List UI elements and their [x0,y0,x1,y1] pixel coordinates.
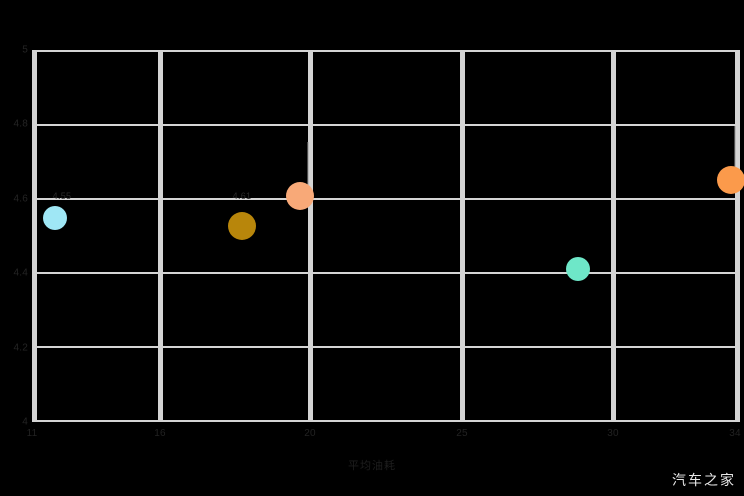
watermark: 汽车之家 [672,473,736,489]
y-tick-label: 4.4 [13,267,28,279]
gridline-vertical [32,50,37,422]
data-point-5[interactable] [717,166,744,194]
data-point-label: 4.55 [52,191,72,201]
gridline-vertical [611,50,616,422]
y-tick-label: 5 [22,44,28,56]
y-axis-ticks: 5 4.8 4.6 4.4 4.2 4 [0,45,28,428]
y-tick-label: 4.2 [13,342,28,354]
gridline-vertical [735,50,740,422]
x-tick-label: 20 [304,428,316,439]
data-point-4[interactable] [566,257,590,281]
gridline-vertical [308,50,313,422]
x-tick-label: 16 [154,428,166,439]
data-point-3[interactable] [286,182,314,210]
point-needle [307,142,309,198]
gridline-horizontal [32,50,740,52]
x-tick-label: 11 [26,428,38,439]
y-tick-label: 4.8 [13,118,28,130]
data-point-label: 4.61 [232,191,252,201]
data-point-2[interactable] [228,212,256,240]
data-point-1[interactable] [43,206,67,230]
y-tick-label: 4.6 [13,193,28,205]
gridline-horizontal [32,124,740,126]
point-needle [734,126,736,180]
x-axis-title: 平均油耗 [348,460,396,472]
x-tick-label: 30 [607,428,619,439]
gridline-horizontal [32,346,740,348]
x-tick-label: 34 [729,428,741,439]
gridline-horizontal [32,198,740,200]
gridline-horizontal [32,272,740,274]
gridline-vertical [158,50,163,422]
gridline-vertical [460,50,465,422]
y-tick-label: 4 [22,416,28,428]
plot-area: 4.55 4.61 [32,50,744,422]
gridline-horizontal [32,420,740,422]
x-axis-ticks: 11 16 20 25 30 34 [0,428,744,446]
x-tick-label: 25 [456,428,468,439]
